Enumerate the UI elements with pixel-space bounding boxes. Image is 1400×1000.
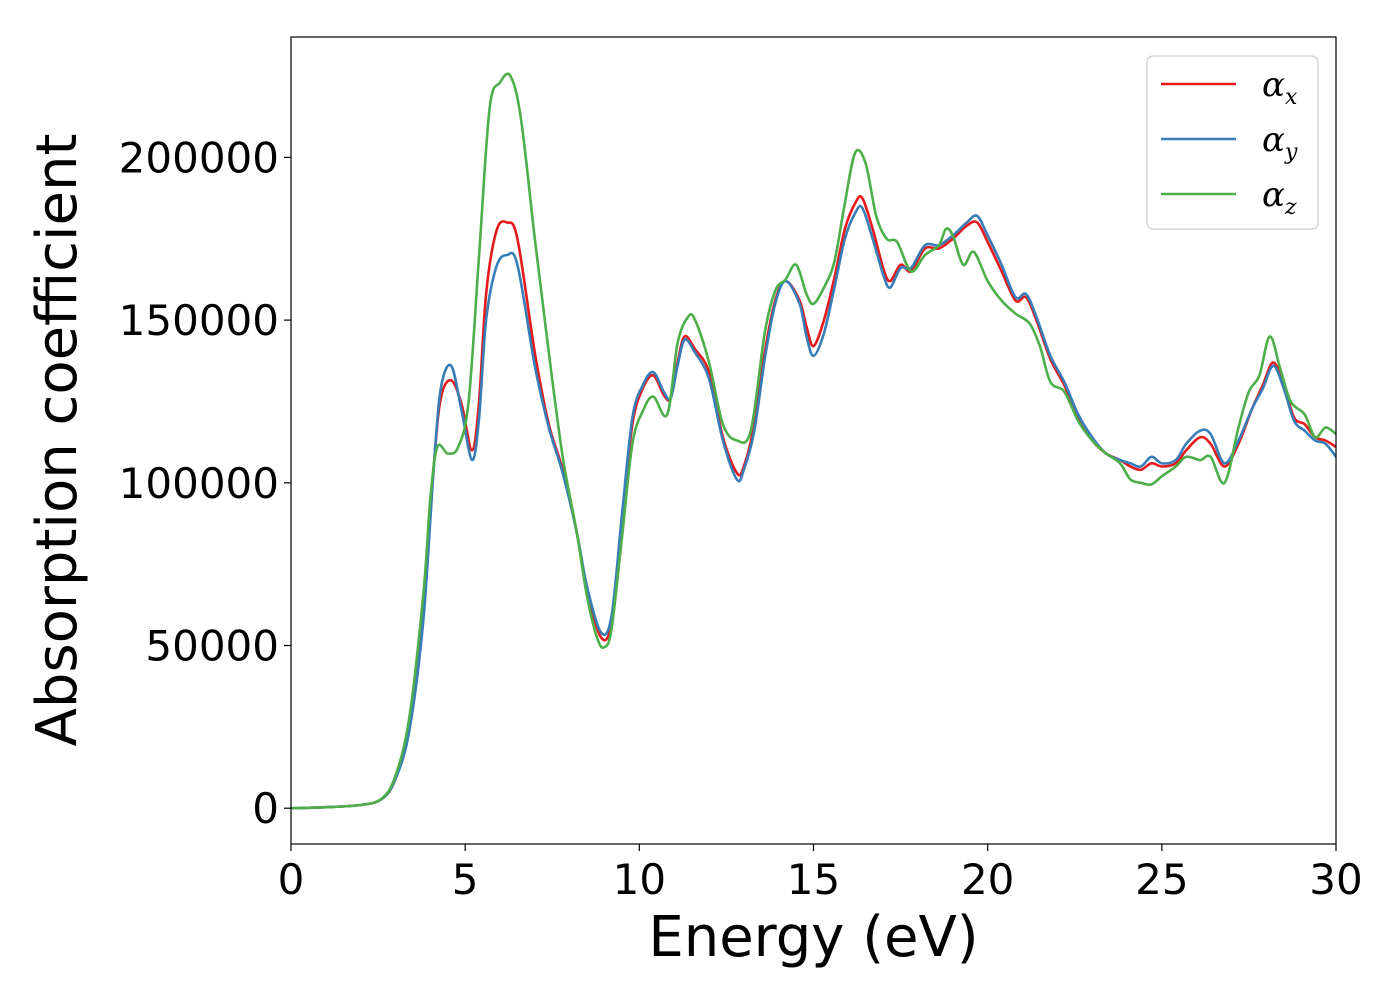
- x-axis-ticks: 0 5 10 15 20 25 30: [278, 844, 1363, 904]
- x-tick-label: 10: [613, 855, 666, 904]
- y-tick-label: 0: [252, 784, 279, 833]
- legend-label-subscript: y: [1284, 140, 1298, 165]
- legend-label-symbol: α: [1262, 120, 1285, 160]
- legend-label-z: αz: [1262, 175, 1297, 220]
- series-line-z: [291, 72, 1336, 810]
- series-lines: [291, 72, 1336, 810]
- x-tick-label: 20: [961, 855, 1014, 904]
- y-axis-title: Absorption coefficient: [25, 134, 90, 747]
- y-tick-label: 150000: [119, 296, 279, 345]
- legend-label-subscript: z: [1284, 195, 1297, 220]
- legend-box: [1146, 55, 1319, 230]
- x-axis-title: Energy (eV): [648, 905, 978, 970]
- x-tick-label: 5: [452, 855, 479, 904]
- legend-label-y: αy: [1262, 120, 1298, 165]
- legend-label-symbol: α: [1262, 65, 1285, 105]
- legend-label-subscript: x: [1285, 85, 1298, 110]
- x-tick-label: 25: [1135, 855, 1188, 904]
- legend-label-symbol: α: [1262, 175, 1285, 215]
- y-axis-ticks: 0 50000 100000 150000 200000: [119, 133, 291, 833]
- x-tick-label: 0: [278, 855, 305, 904]
- y-tick-label: 100000: [119, 459, 279, 508]
- plot-area-frame: [290, 36, 1337, 845]
- y-tick-label: 50000: [145, 622, 279, 671]
- x-tick-label: 30: [1309, 855, 1362, 904]
- series-line-x: [291, 194, 1336, 810]
- x-tick-label: 15: [787, 855, 840, 904]
- y-tick-label: 200000: [119, 133, 279, 182]
- series-line-y: [291, 204, 1336, 810]
- legend-label-x: αx: [1262, 65, 1298, 110]
